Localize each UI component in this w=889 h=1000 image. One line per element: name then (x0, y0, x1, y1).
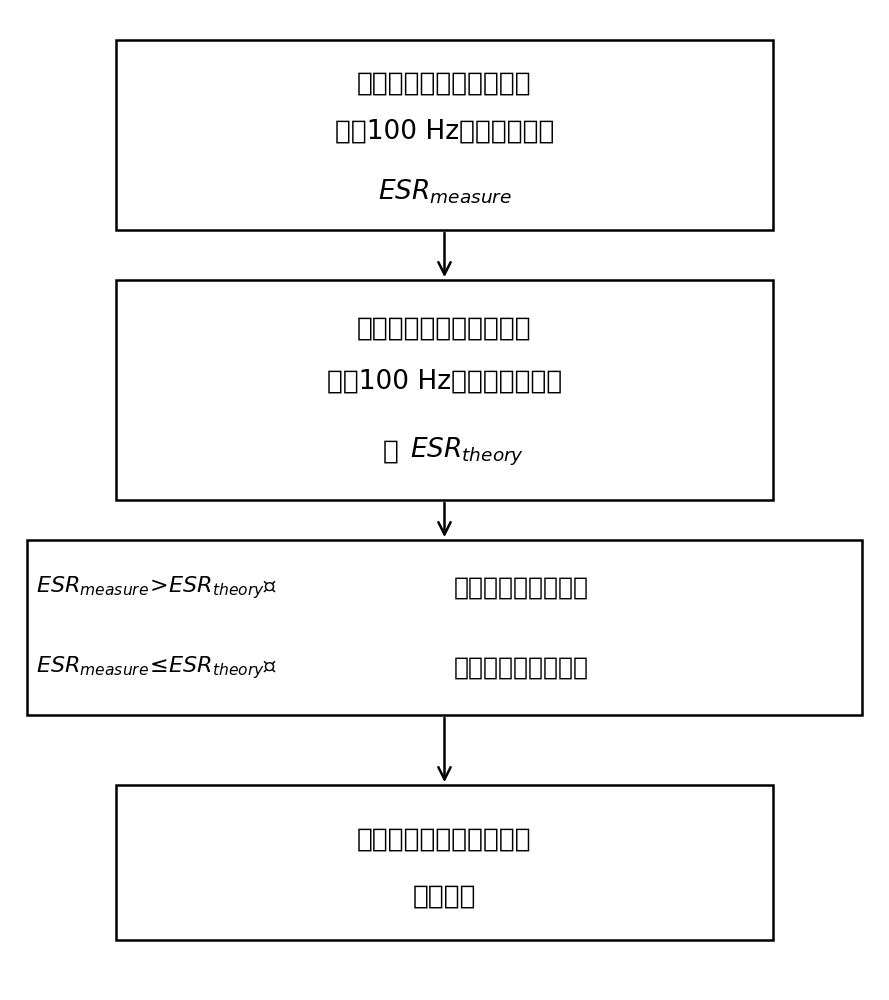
Text: 则端部接触状态较差: 则端部接触状态较差 (453, 575, 589, 599)
Text: 值: 值 (383, 439, 399, 465)
Text: 容器100 Hz等效串联电阻: 容器100 Hz等效串联电阻 (335, 118, 554, 144)
Bar (116, 785, 773, 940)
Bar (116, 40, 773, 230)
Bar (27, 540, 862, 715)
Text: $\mathit{ESR}_{\mathit{measure}}\!\leq\!\mathit{ESR}_{\mathit{theory}}$，: $\mathit{ESR}_{\mathit{measure}}\!\leq\!… (36, 654, 276, 681)
Text: 接触状态: 接触状态 (412, 884, 477, 910)
Text: $\mathit{ESR}_{\mathit{theory}}$: $\mathit{ESR}_{\mathit{theory}}$ (410, 435, 524, 468)
Text: 使用电桥测量金属化膜电: 使用电桥测量金属化膜电 (357, 71, 532, 97)
Bar (116, 280, 773, 500)
Text: 根据金属化膜电容器参数: 根据金属化膜电容器参数 (357, 315, 532, 341)
Text: $\mathit{ESR}_{\mathit{measure}}\!>\!\mathit{ESR}_{\mathit{theory}}$，: $\mathit{ESR}_{\mathit{measure}}\!>\!\ma… (36, 574, 276, 601)
Text: 判断金属化膜电容器端部: 判断金属化膜电容器端部 (357, 826, 532, 852)
Text: 则端部接触状态良好: 则端部接触状态良好 (453, 656, 589, 680)
Text: $\mathit{ESR}_{\mathit{measure}}$: $\mathit{ESR}_{\mathit{measure}}$ (378, 178, 511, 206)
Text: 计算100 Hz等效串联电阻阈: 计算100 Hz等效串联电阻阈 (327, 368, 562, 394)
